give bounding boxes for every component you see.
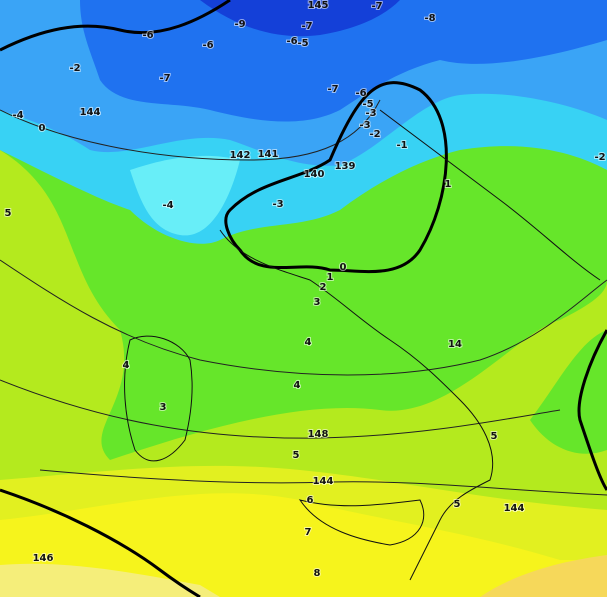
map-label: 146 xyxy=(33,553,54,564)
map-label: -2 xyxy=(369,129,380,140)
map-label: 2 xyxy=(320,282,327,293)
map-label: 5 xyxy=(454,499,461,510)
map-label: -1 xyxy=(396,140,407,151)
map-label: -5 xyxy=(362,99,373,110)
map-label: -4 xyxy=(12,110,23,121)
zone-deep-blue xyxy=(200,0,400,37)
map-label: 1 xyxy=(445,179,452,190)
contours xyxy=(0,99,607,496)
map-label: 4 xyxy=(294,380,301,391)
coastlines xyxy=(124,109,601,581)
map-label: 142 xyxy=(230,150,251,161)
map-label: -6 xyxy=(355,88,366,99)
isotherm-east xyxy=(577,329,607,491)
coast-italy xyxy=(219,229,494,581)
map-label: -4 xyxy=(162,200,173,211)
isobar xyxy=(0,379,561,439)
map-label: 148 xyxy=(308,429,329,440)
isotherm-0-loop xyxy=(224,81,448,274)
zone-dark-blue xyxy=(80,0,607,122)
map-label: 8 xyxy=(314,568,321,579)
map-label: 5 xyxy=(491,431,498,442)
coast-adriatic xyxy=(379,109,601,281)
map-label: -3 xyxy=(359,120,370,131)
map-label: 1 xyxy=(327,272,334,283)
map-label: 144 xyxy=(80,107,101,118)
map-label: 140 xyxy=(304,169,325,180)
zone-orange xyxy=(480,555,607,597)
map-label: 144 xyxy=(313,476,334,487)
map-label: -6 xyxy=(202,40,213,51)
map-label: 5 xyxy=(293,450,300,461)
map-label: -2 xyxy=(69,63,80,74)
zone-light-cyan xyxy=(130,155,240,236)
map-label: -3 xyxy=(365,108,376,119)
zone-green-east xyxy=(530,330,607,454)
map-label: -8 xyxy=(424,13,435,24)
zone-light-yellow xyxy=(0,563,220,597)
map-label: -3 xyxy=(272,199,283,210)
map-label: 141 xyxy=(258,149,279,160)
map-label: 3 xyxy=(160,402,167,413)
map-label: -5 xyxy=(297,38,308,49)
map-label: -9 xyxy=(234,19,245,30)
isobar xyxy=(39,469,607,496)
coast-sardinia xyxy=(124,335,193,462)
map-label: 0 xyxy=(340,262,347,273)
isotherm-0 xyxy=(0,0,231,52)
map-label: 144 xyxy=(504,503,525,514)
map-label: 14 xyxy=(448,339,462,350)
map-label: -6 xyxy=(286,36,297,47)
map-label: 5 xyxy=(5,208,12,219)
map-label: 6 xyxy=(307,495,314,506)
isobar xyxy=(0,259,607,376)
map-label: 0 xyxy=(39,123,46,134)
map-label: 3 xyxy=(314,297,321,308)
map-label: -2 xyxy=(594,152,605,163)
map-label: 7 xyxy=(305,527,312,538)
isobar xyxy=(0,99,381,161)
map-label: 139 xyxy=(335,161,356,172)
zone-yellow xyxy=(0,493,607,597)
coast-sicily xyxy=(298,499,425,546)
map-label: -7 xyxy=(327,84,338,95)
map-label: -7 xyxy=(371,1,382,12)
map-label: 145 xyxy=(308,0,329,11)
isotherm-8 xyxy=(0,488,201,599)
map-label: -7 xyxy=(301,21,312,32)
map-label: 4 xyxy=(305,337,312,348)
map-label: -7 xyxy=(159,73,170,84)
map-label: 4 xyxy=(123,360,130,371)
map-label: -6 xyxy=(142,30,153,41)
